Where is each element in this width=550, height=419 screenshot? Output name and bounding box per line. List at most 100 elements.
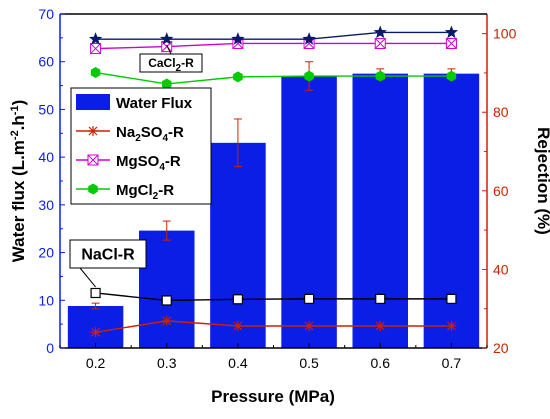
legend-swatch-marker	[88, 126, 98, 136]
x-axis-label: Pressure (MPa)	[211, 387, 335, 406]
box-marker-cross	[87, 154, 99, 166]
box-marker-cross	[90, 43, 101, 54]
left-tick-label: 40	[38, 149, 54, 165]
mgcl2-r-point	[446, 70, 457, 82]
hexagon-marker-shape	[304, 70, 314, 82]
nacl-r-line	[95, 292, 452, 302]
star-marker-shape	[160, 32, 174, 45]
callout-label: NaCl-R	[81, 246, 135, 263]
right-tick-label: 40	[493, 261, 509, 277]
left-tick-label: 30	[38, 197, 54, 213]
y-axis-label-left: Water flux (L.m-2.h-1)	[9, 100, 28, 263]
hexagon-marker-shape	[88, 183, 98, 195]
mgcl2-r-line	[95, 71, 452, 85]
cacl2-r-point	[160, 32, 174, 45]
mgcl2-r-point	[233, 71, 243, 83]
mgso4-r-point	[445, 37, 457, 49]
box-marker-cross	[232, 38, 244, 49]
legend-item: Water Flux	[76, 94, 193, 112]
cacl2-r-point	[231, 32, 245, 45]
legend-item: MgSO4-R	[76, 153, 181, 173]
x-tick-label: 0.3	[157, 355, 177, 371]
box-marker-cross	[446, 38, 457, 49]
y-axis-label-right: Rejection (%)	[534, 127, 550, 235]
callout-label: CaCl2-R	[148, 56, 194, 74]
mgso4-r-line	[95, 42, 452, 50]
legend: Water Flux Na2SO4-R MgSO4-R MgCl2-R	[70, 87, 212, 205]
nacl-r-point	[161, 295, 172, 306]
na2so4-r-point	[375, 320, 386, 331]
mgso4-r-point	[90, 43, 102, 55]
mgso4-r-point	[232, 37, 244, 49]
na2so4-r-point	[232, 320, 243, 331]
right-tick-label: 60	[493, 183, 509, 199]
hexagon-marker-shape	[161, 78, 172, 90]
nacl-r-point	[90, 287, 101, 299]
legend-item: Na2SO4-R	[76, 124, 184, 144]
x-tick-label: 0.7	[442, 355, 462, 371]
square-marker-shape	[232, 294, 244, 305]
right-tick-label: 20	[493, 340, 509, 356]
callout-box	[69, 239, 147, 269]
mgso4-r-point	[374, 37, 386, 49]
cacl2-r-point	[444, 25, 459, 39]
nacl-r-point	[232, 294, 244, 305]
legend-label: MgSO4-R	[116, 153, 181, 173]
mgcl2-r-point	[161, 78, 172, 90]
box-marker-cross	[374, 38, 386, 49]
na2so4-r-line	[95, 320, 452, 333]
callout-leader	[79, 267, 96, 288]
cacl2-r-point	[88, 32, 103, 45]
x-tick-label: 0.6	[371, 355, 391, 371]
water-flux-bar	[138, 230, 195, 348]
mgcl2-r-point	[90, 67, 101, 79]
na2so4-r-point	[161, 315, 172, 326]
legend-swatch-marker	[88, 183, 98, 195]
water-flux-bar	[352, 73, 409, 349]
cacl2-r-point	[302, 32, 316, 45]
legend-label: Water Flux	[116, 95, 193, 112]
legend-item: MgCl2-R	[76, 182, 174, 202]
right-tick-label: 80	[493, 104, 509, 120]
cacl2-r-point	[373, 25, 387, 39]
cacl2-r-line	[95, 31, 452, 40]
hexagon-marker-shape	[446, 70, 457, 82]
nacl-r-point	[446, 293, 457, 304]
nacl-r-point	[303, 293, 315, 304]
square-marker-shape	[161, 295, 172, 306]
left-tick-label: 60	[38, 54, 54, 70]
left-tick-label: 70	[38, 6, 54, 22]
left-tick-label: 10	[38, 292, 54, 308]
hexagon-marker-shape	[375, 70, 386, 82]
lines-layer	[88, 25, 459, 338]
x-tick-label: 0.2	[86, 355, 106, 371]
square-marker-shape	[446, 293, 457, 304]
axes-layer: 0 10 20 30 40 50 60 70 20 40 60 80 100 0.2 0.3 0.4 0.5 0.…	[38, 6, 516, 371]
na2so4-r-point	[446, 320, 457, 331]
square-marker-shape	[90, 287, 101, 299]
left-tick-label: 20	[38, 245, 54, 261]
x-tick-label: 0.5	[299, 355, 319, 371]
star-marker-shape	[302, 32, 316, 45]
left-tick-label: 50	[38, 101, 54, 117]
mgcl2-r-point	[375, 70, 386, 82]
hexagon-marker-shape	[90, 67, 101, 79]
star-marker-shape	[373, 25, 387, 39]
mgcl2-r-point	[304, 70, 314, 82]
star-marker-shape	[88, 32, 103, 45]
star-marker-shape	[231, 32, 245, 45]
legend-label: Na2SO4-R	[116, 124, 184, 144]
callouts-layer: CaCl2-R NaCl-R	[69, 44, 203, 288]
water-flux-bar	[423, 73, 480, 349]
square-marker-shape	[375, 293, 386, 304]
legend-swatch	[76, 94, 110, 110]
na2so4-r-point	[90, 327, 101, 338]
na2so4-r-point	[304, 320, 315, 331]
left-tick-label: 0	[46, 340, 54, 356]
square-marker-shape	[303, 293, 315, 304]
legend-swatch-marker	[87, 154, 99, 166]
water-flux-bar	[210, 142, 266, 348]
hexagon-marker-shape	[233, 71, 243, 83]
